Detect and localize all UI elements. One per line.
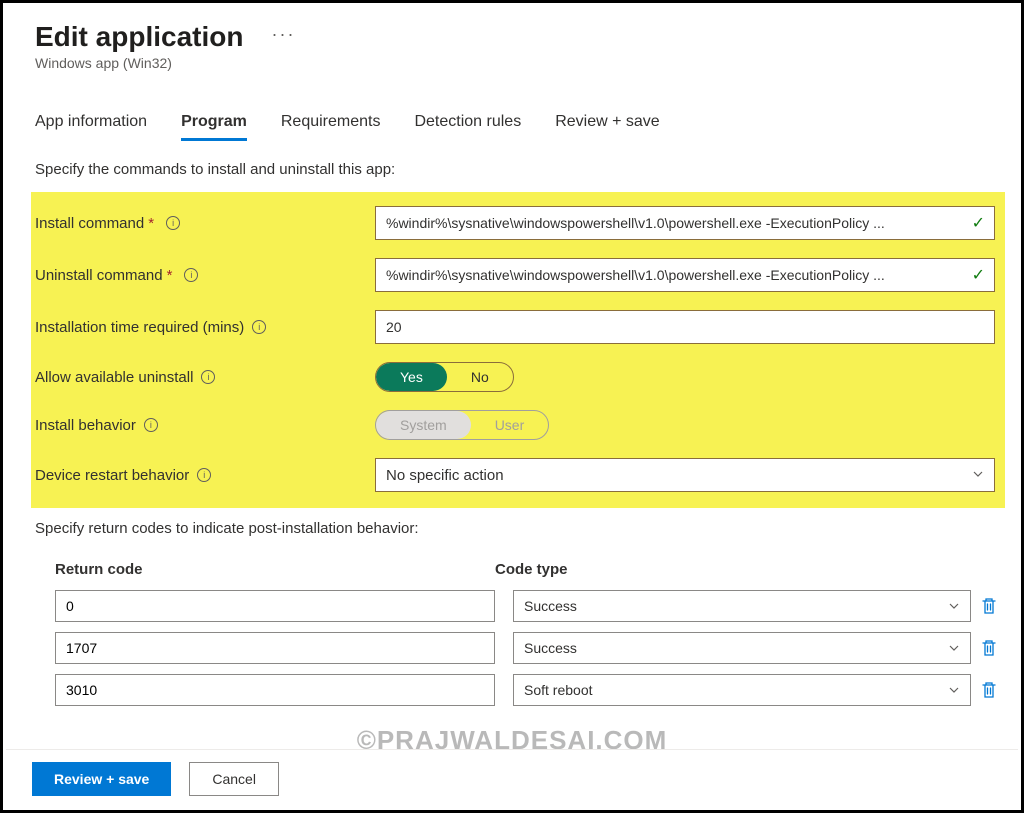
allow-uninstall-no[interactable]: No [447, 363, 513, 391]
required-indicator: * [148, 215, 154, 232]
tab-program[interactable]: Program [181, 113, 247, 141]
return-code-input[interactable] [55, 590, 495, 622]
restart-behavior-value: No specific action [386, 467, 504, 484]
restart-behavior-select[interactable]: No specific action [375, 458, 995, 492]
code-type-select[interactable]: Success [513, 632, 971, 664]
page-title: Edit application [35, 21, 243, 53]
info-icon[interactable]: i [166, 216, 180, 230]
info-icon[interactable]: i [201, 370, 215, 384]
tab-bar: App information Program Requirements Det… [35, 113, 997, 141]
tab-detection-rules[interactable]: Detection rules [414, 113, 521, 141]
info-icon[interactable]: i [144, 418, 158, 432]
commands-section-label: Specify the commands to install and unin… [35, 161, 997, 178]
code-type-value: Success [524, 598, 577, 614]
chevron-down-icon [972, 468, 984, 483]
return-code-input[interactable] [55, 674, 495, 706]
code-type-header: Code type [495, 561, 997, 578]
return-code-row: Success [35, 590, 997, 622]
page-subtitle: Windows app (Win32) [35, 55, 997, 71]
tab-app-information[interactable]: App information [35, 113, 147, 141]
return-codes-section-label: Specify return codes to indicate post-in… [35, 520, 997, 537]
install-command-input[interactable] [375, 206, 995, 240]
return-codes-table: Return code Code type Success Success [35, 561, 997, 706]
highlighted-form-block: Install command * i ✓ Uninstall command … [31, 192, 1005, 508]
allow-uninstall-yes[interactable]: Yes [376, 363, 447, 391]
install-behavior-label: Install behavior [35, 417, 136, 434]
install-time-label: Installation time required (mins) [35, 319, 244, 336]
tab-requirements[interactable]: Requirements [281, 113, 381, 141]
allow-uninstall-toggle: Yes No [375, 362, 514, 392]
delete-row-button[interactable] [981, 639, 997, 657]
tab-review-save[interactable]: Review + save [555, 113, 660, 141]
install-command-label: Install command [35, 215, 144, 232]
review-save-button[interactable]: Review + save [32, 762, 171, 796]
delete-row-button[interactable] [981, 597, 997, 615]
code-type-select[interactable]: Soft reboot [513, 674, 971, 706]
footer-bar: Review + save Cancel [6, 749, 1018, 807]
return-code-row: Soft reboot [35, 674, 997, 706]
return-code-input[interactable] [55, 632, 495, 664]
code-type-select[interactable]: Success [513, 590, 971, 622]
install-behavior-user: User [471, 411, 549, 439]
code-type-value: Soft reboot [524, 682, 593, 698]
chevron-down-icon [948, 642, 960, 654]
delete-row-button[interactable] [981, 681, 997, 699]
allow-uninstall-label: Allow available uninstall [35, 369, 193, 386]
chevron-down-icon [948, 600, 960, 612]
return-code-row: Success [35, 632, 997, 664]
uninstall-command-label: Uninstall command [35, 267, 163, 284]
cancel-button[interactable]: Cancel [189, 762, 279, 796]
info-icon[interactable]: i [252, 320, 266, 334]
return-code-header: Return code [35, 561, 495, 578]
info-icon[interactable]: i [197, 468, 211, 482]
info-icon[interactable]: i [184, 268, 198, 282]
more-actions-button[interactable]: ··· [271, 24, 295, 45]
code-type-value: Success [524, 640, 577, 656]
uninstall-command-input[interactable] [375, 258, 995, 292]
install-time-input[interactable] [375, 310, 995, 344]
install-behavior-system: System [376, 411, 471, 439]
required-indicator: * [167, 267, 173, 284]
restart-behavior-label: Device restart behavior [35, 467, 189, 484]
chevron-down-icon [948, 684, 960, 696]
install-behavior-toggle: System User [375, 410, 549, 440]
